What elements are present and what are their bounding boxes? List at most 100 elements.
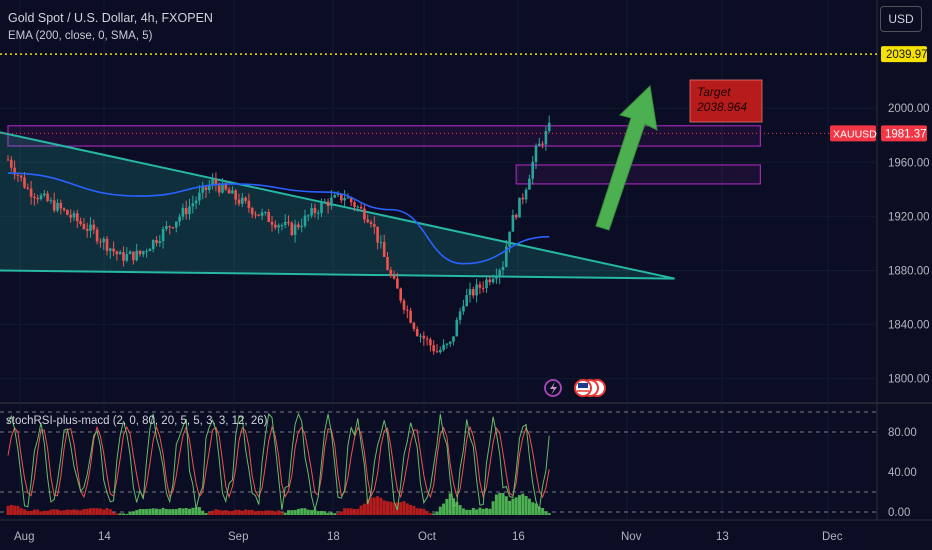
candle-body bbox=[241, 197, 244, 204]
oscillator-label[interactable]: stochRSI-plus-macd (2, 0, 80, 20, 5, 5, … bbox=[6, 415, 268, 427]
candle-body bbox=[184, 207, 188, 215]
candle-body bbox=[79, 221, 82, 225]
event-icons[interactable] bbox=[544, 379, 606, 397]
candle-body bbox=[234, 190, 237, 200]
zone-box-2[interactable] bbox=[515, 164, 762, 185]
candle-body bbox=[89, 224, 92, 231]
histogram-bar bbox=[49, 509, 53, 515]
histogram-bar bbox=[296, 508, 300, 515]
candle-body bbox=[310, 208, 313, 216]
histogram-bar bbox=[207, 512, 211, 515]
candle-body bbox=[481, 287, 485, 289]
candle-body bbox=[102, 238, 105, 243]
candle-body bbox=[435, 351, 439, 353]
histogram-bar bbox=[455, 501, 459, 515]
triangle-upper-line[interactable] bbox=[0, 131, 675, 280]
candle-body bbox=[439, 349, 442, 353]
indicator-label[interactable]: EMA (200, close, 0, SMA, 5) bbox=[8, 30, 153, 42]
candle-body bbox=[359, 206, 363, 209]
histogram-bar bbox=[204, 512, 208, 515]
histogram-bar bbox=[333, 513, 337, 515]
osc-tick-label: 80.00 bbox=[888, 427, 917, 439]
target-box[interactable] bbox=[689, 79, 763, 123]
histogram-bar bbox=[273, 511, 277, 515]
candle-body bbox=[498, 270, 501, 277]
histogram-bar bbox=[56, 509, 59, 515]
candle-body bbox=[66, 210, 69, 215]
histogram-bar bbox=[19, 508, 23, 515]
candle-body bbox=[369, 222, 373, 225]
candle-body bbox=[442, 344, 445, 350]
histogram-bar bbox=[435, 511, 439, 515]
histogram-bar bbox=[122, 513, 125, 515]
currency-button[interactable]: USD bbox=[880, 6, 922, 32]
histogram-bar bbox=[527, 498, 531, 515]
candle-body bbox=[49, 200, 53, 202]
candle-body bbox=[132, 251, 135, 261]
histogram-bar bbox=[191, 507, 195, 515]
candle-body bbox=[501, 266, 505, 271]
histogram-bar bbox=[89, 508, 92, 515]
histogram-bar bbox=[263, 510, 267, 515]
candle-body bbox=[43, 193, 46, 196]
histogram-bar bbox=[168, 509, 172, 515]
macd-histogram bbox=[6, 493, 551, 515]
candle-body bbox=[171, 227, 175, 229]
candle-body bbox=[495, 276, 498, 279]
histogram-bar bbox=[46, 510, 50, 515]
histogram-bar bbox=[112, 512, 116, 515]
histogram-bar bbox=[372, 497, 376, 515]
histogram-bar bbox=[62, 510, 66, 515]
histogram-bar bbox=[366, 499, 370, 515]
histogram-bar bbox=[320, 510, 323, 515]
candle-body bbox=[148, 249, 152, 252]
candle-body bbox=[491, 278, 495, 283]
histogram-bar bbox=[508, 500, 512, 515]
histogram-bar bbox=[310, 510, 314, 515]
candle-body bbox=[125, 254, 129, 261]
histogram-bar bbox=[92, 508, 96, 515]
histogram-bar bbox=[547, 513, 551, 515]
histogram-bar bbox=[155, 508, 158, 515]
triangle-lower-line[interactable] bbox=[0, 269, 675, 280]
histogram-bar bbox=[287, 510, 290, 515]
candle-body bbox=[198, 192, 201, 201]
histogram-bar bbox=[105, 508, 109, 515]
ema-line[interactable] bbox=[7, 172, 550, 265]
candle-body bbox=[231, 190, 234, 194]
histogram-bar bbox=[227, 510, 231, 515]
zone-box-1[interactable] bbox=[7, 125, 762, 147]
candle-body bbox=[333, 195, 336, 198]
candle-body bbox=[201, 186, 204, 193]
symbol-title[interactable]: Gold Spot / U.S. Dollar, 4h, FXOPEN bbox=[8, 11, 213, 25]
candle-body bbox=[29, 188, 33, 197]
histogram-bar bbox=[188, 508, 191, 515]
histogram-bar bbox=[422, 508, 426, 515]
candle-body bbox=[26, 187, 30, 189]
candle-body bbox=[52, 200, 56, 211]
histogram-bar bbox=[131, 511, 135, 515]
histogram-bar bbox=[488, 508, 492, 515]
candle-body bbox=[204, 186, 208, 191]
green-arrow[interactable] bbox=[595, 84, 658, 231]
histogram-bar bbox=[343, 508, 347, 515]
histogram-bar bbox=[316, 511, 320, 515]
histogram-bar bbox=[224, 510, 228, 515]
histogram-bar bbox=[402, 501, 406, 515]
candle-body bbox=[191, 203, 195, 207]
histogram-bar bbox=[478, 507, 482, 515]
candles[interactable] bbox=[6, 115, 551, 355]
x-tick-label: Sep bbox=[228, 531, 248, 543]
x-tick-label: 13 bbox=[716, 531, 729, 543]
candle-body bbox=[528, 178, 531, 190]
x-tick-label: 16 bbox=[512, 531, 525, 543]
symbol-tag bbox=[830, 125, 876, 142]
histogram-bar bbox=[339, 511, 343, 515]
histogram-bar bbox=[240, 510, 244, 515]
histogram-bar bbox=[151, 508, 155, 515]
candle-body bbox=[188, 206, 191, 215]
candle-body bbox=[538, 143, 541, 146]
lightning-event-icon[interactable] bbox=[544, 379, 562, 397]
